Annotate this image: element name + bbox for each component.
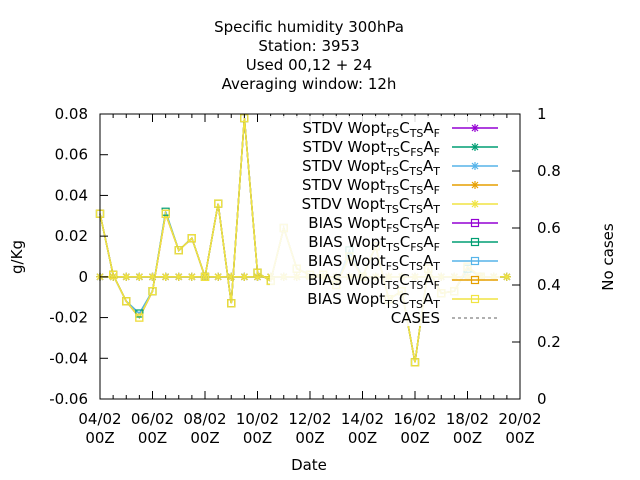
y-tick-label: 0.04 xyxy=(55,186,88,204)
bias-point xyxy=(148,287,157,296)
x-tick-label: 00Z xyxy=(243,429,272,447)
y2-tick-label: 0.4 xyxy=(537,276,561,294)
legend-label: STDV WoptTSCTSAF xyxy=(302,176,440,197)
x-tick-label: 12/02 xyxy=(288,410,331,428)
x-tick-label: 00Z xyxy=(400,429,429,447)
legend-label: STDV WoptFSCTSAF xyxy=(303,119,440,140)
legend-marker xyxy=(471,200,479,208)
legend-label: BIAS WoptFSCTSAF xyxy=(308,214,440,235)
x-tick-label: 00Z xyxy=(505,429,534,447)
stdv-point xyxy=(187,272,196,281)
x-tick-label: 00Z xyxy=(348,429,377,447)
y-tick-label: -0.04 xyxy=(49,349,88,367)
legend-marker xyxy=(470,237,480,247)
legend-background xyxy=(270,116,500,326)
x-tick-label: 14/02 xyxy=(341,410,384,428)
x-tick-label: 18/02 xyxy=(446,410,489,428)
title-line: Specific humidity 300hPa xyxy=(214,18,404,36)
legend-marker xyxy=(470,256,480,266)
bias-point xyxy=(227,299,236,308)
bias-point xyxy=(214,199,223,208)
bias-point xyxy=(161,209,170,218)
bias-point xyxy=(187,234,196,243)
legend-label: BIAS WoptTSCTSAT xyxy=(307,290,440,311)
x-tick-label: 10/02 xyxy=(236,410,279,428)
legend-marker xyxy=(470,275,480,285)
y-tick-label: 0.02 xyxy=(55,227,88,245)
legend-label: STDV WoptFSCTSAT xyxy=(302,157,440,178)
legend-marker xyxy=(470,218,480,228)
legend-label: BIAS WoptTSCTSAF xyxy=(308,271,440,292)
title-line: Averaging window: 12h xyxy=(222,75,397,93)
y-tick-label: -0.06 xyxy=(49,390,88,408)
x-tick-label: 06/02 xyxy=(131,410,174,428)
stdv-point xyxy=(240,272,249,281)
x-tick-label: 00Z xyxy=(138,429,167,447)
y-tick-label: 0.08 xyxy=(55,105,88,123)
stdv-point xyxy=(174,272,183,281)
x-tick-label: 20/02 xyxy=(498,410,541,428)
x-tick-label: 04/02 xyxy=(78,410,121,428)
legend-marker xyxy=(471,181,479,189)
title-line: Station: 3953 xyxy=(258,37,359,55)
y2-tick-label: 0.6 xyxy=(537,219,561,237)
x-tick-label: 08/02 xyxy=(183,410,226,428)
stdv-point xyxy=(502,272,511,281)
bias-point xyxy=(253,268,262,277)
legend-marker xyxy=(471,124,479,132)
y2-tick-label: 1 xyxy=(537,105,547,123)
bias-point xyxy=(200,272,210,281)
stdv-point xyxy=(161,272,170,281)
legend-label: STDV WoptTSCFSAF xyxy=(303,138,440,159)
bias-point xyxy=(410,358,420,367)
y2-axis-label: No cases xyxy=(599,223,617,291)
legend-label: STDV WoptTSCTSAT xyxy=(302,195,441,216)
bias-point xyxy=(174,246,183,255)
legend-marker xyxy=(470,294,480,304)
y2-tick-label: 0.2 xyxy=(537,333,561,351)
x-tick-label: 00Z xyxy=(190,429,219,447)
title-line: Used 00,12 + 24 xyxy=(246,56,372,74)
x-axis-label: Date xyxy=(291,456,327,474)
y-axis-label: g/Kg xyxy=(8,240,26,274)
legend-label: BIAS WoptFSCTSAT xyxy=(308,252,440,273)
x-tick-label: 00Z xyxy=(453,429,482,447)
y-tick-label: 0 xyxy=(78,268,88,286)
legend-label: BIAS WoptTSCFSAF xyxy=(308,233,440,254)
x-tick-label: 00Z xyxy=(295,429,324,447)
y2-tick-label: 0 xyxy=(537,390,547,408)
y-tick-label: -0.02 xyxy=(49,309,88,327)
legend-marker xyxy=(471,143,479,151)
bias-point xyxy=(109,270,118,279)
x-tick-label: 16/02 xyxy=(393,410,436,428)
stdv-point xyxy=(135,272,144,281)
stdv-point xyxy=(214,272,223,281)
x-tick-label: 00Z xyxy=(85,429,114,447)
axes: 0.08 0.06 0.04 0.02 0 -0.02 -0.04 -0.06 1 0.8 0.6 0… xyxy=(49,105,561,447)
y2-tick-label: 0.8 xyxy=(537,162,561,180)
bias-point xyxy=(122,297,131,306)
y-tick-label: 0.06 xyxy=(55,146,88,164)
bias-point xyxy=(135,313,144,322)
legend-label: CASES xyxy=(391,309,440,327)
stdv-point xyxy=(122,272,131,281)
legend-marker xyxy=(471,162,479,170)
